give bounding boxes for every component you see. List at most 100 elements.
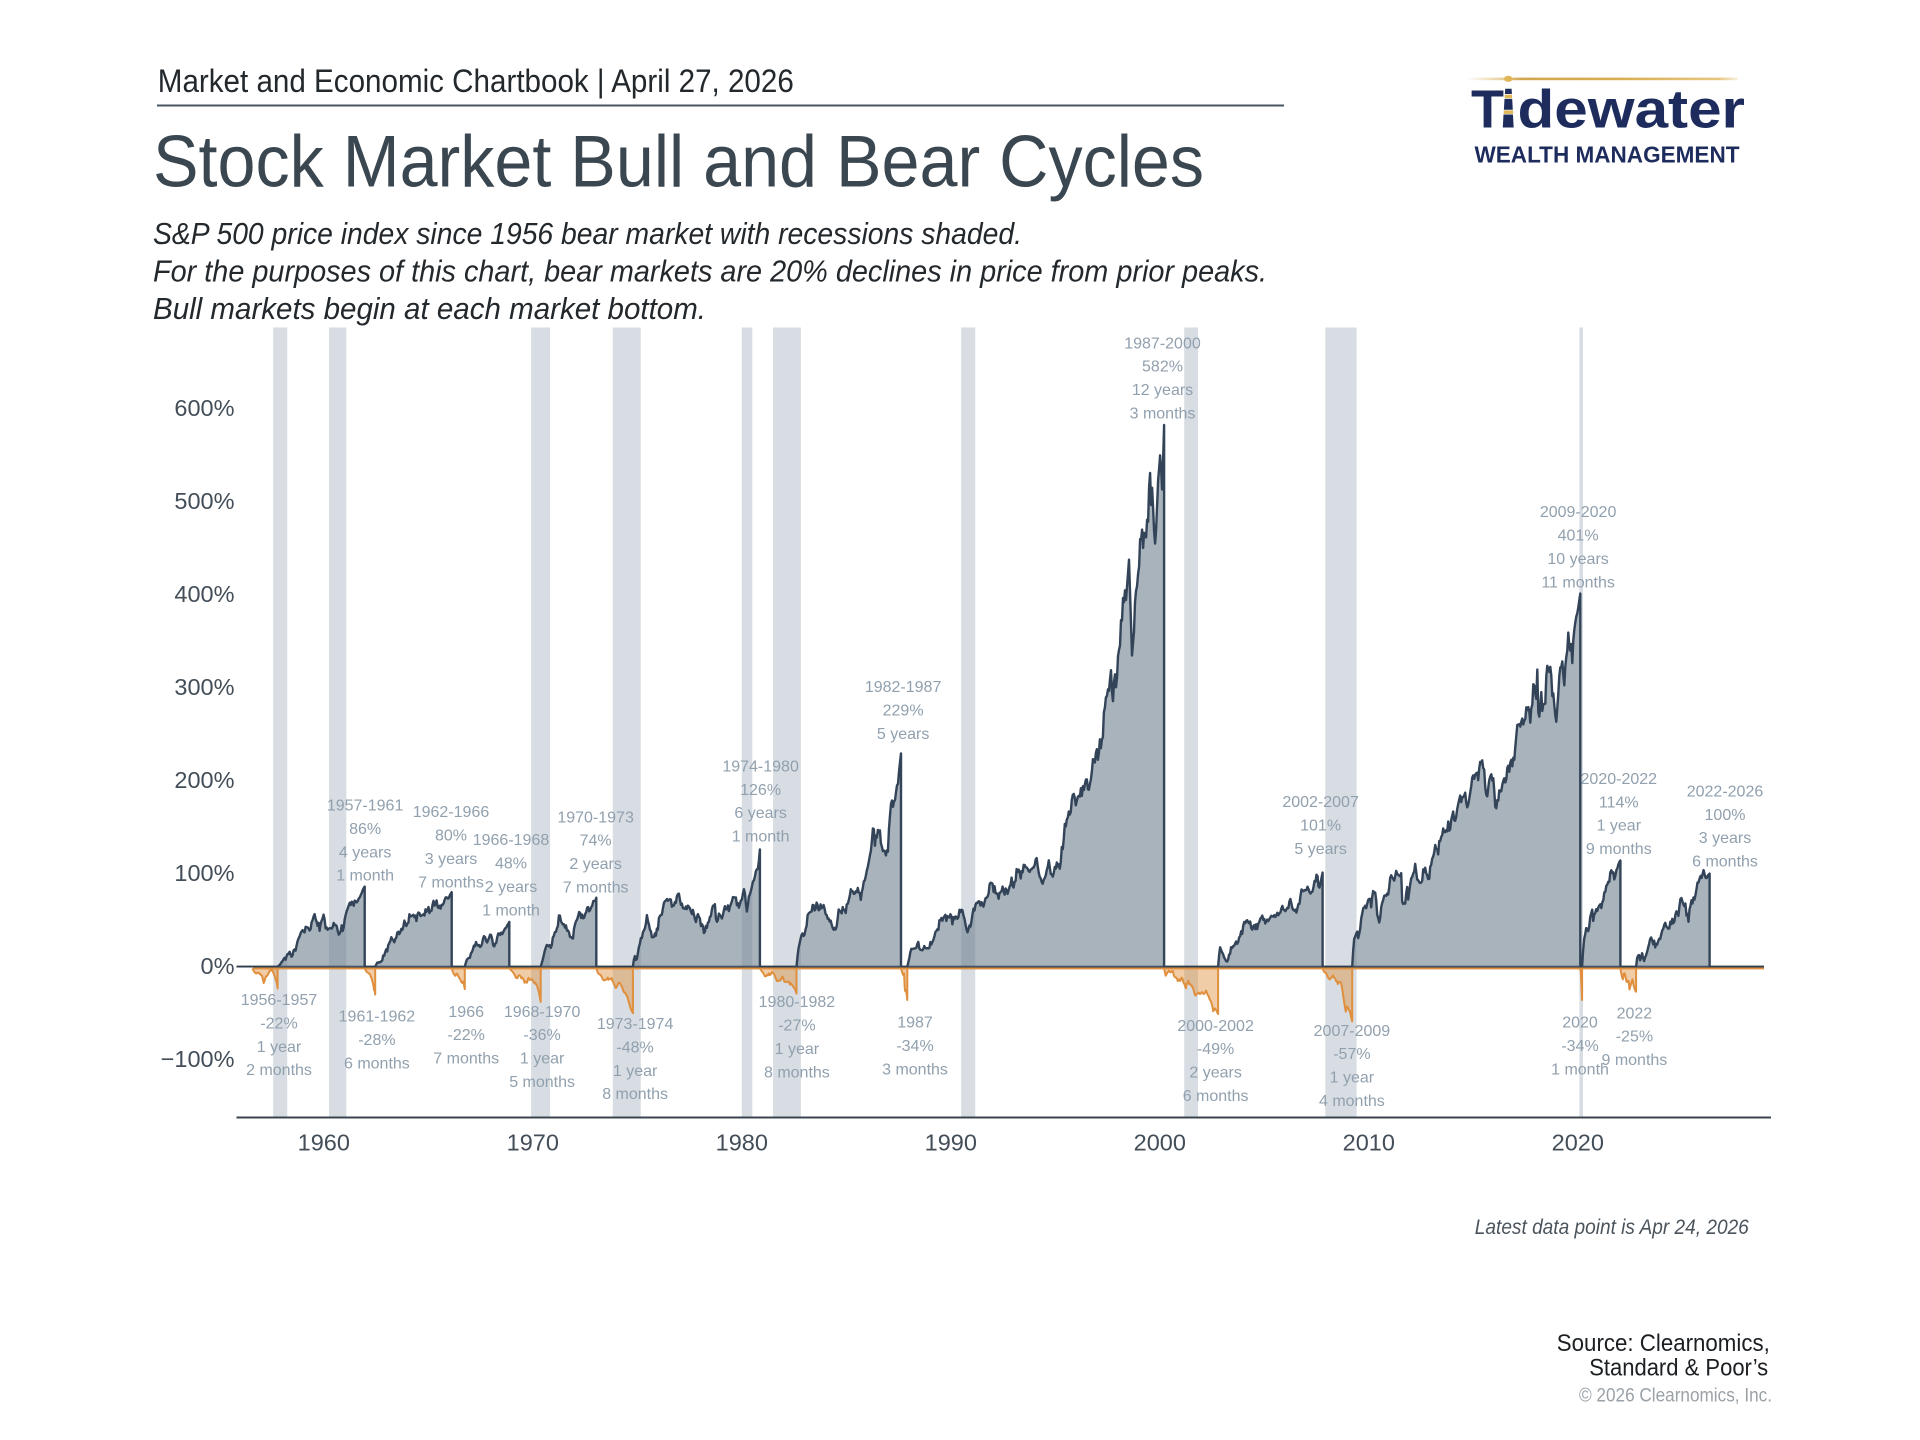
svg-text:2020: 2020 xyxy=(1552,1130,1604,1156)
svg-text:1 month: 1 month xyxy=(1551,1062,1609,1079)
svg-text:Stock Market Bull and Bear Cyc: Stock Market Bull and Bear Cycles xyxy=(153,122,1204,203)
svg-text:1987-2000: 1987-2000 xyxy=(1124,335,1201,352)
svg-text:80%: 80% xyxy=(435,828,467,845)
svg-text:Bull markets begin at each mar: Bull markets begin at each market bottom… xyxy=(153,291,706,326)
svg-text:8 months: 8 months xyxy=(602,1086,668,1103)
svg-text:114%: 114% xyxy=(1599,794,1639,811)
svg-text:1 year: 1 year xyxy=(1330,1070,1375,1087)
svg-text:-28%: -28% xyxy=(358,1032,395,1049)
svg-text:100%: 100% xyxy=(1705,807,1746,824)
svg-text:-34%: -34% xyxy=(896,1038,933,1055)
svg-text:1962-1966: 1962-1966 xyxy=(413,804,490,821)
svg-text:3 months: 3 months xyxy=(1130,406,1196,423)
svg-text:1973-1974: 1973-1974 xyxy=(597,1016,674,1033)
svg-text:0%: 0% xyxy=(201,953,235,979)
svg-text:-34%: -34% xyxy=(1561,1038,1598,1055)
svg-text:-57%: -57% xyxy=(1333,1046,1370,1063)
svg-text:401%: 401% xyxy=(1558,528,1599,545)
svg-text:-48%: -48% xyxy=(616,1039,653,1056)
svg-text:Standard & Poor’s: Standard & Poor’s xyxy=(1589,1354,1768,1381)
svg-text:9 months: 9 months xyxy=(1586,841,1652,858)
svg-text:6 years: 6 years xyxy=(734,805,786,822)
svg-text:S&P 500 price index since 1956: S&P 500 price index since 1956 bear mark… xyxy=(153,216,1022,251)
svg-text:300%: 300% xyxy=(174,674,234,700)
svg-text:8 months: 8 months xyxy=(764,1064,830,1081)
svg-text:2020: 2020 xyxy=(1562,1015,1598,1032)
svg-text:6 months: 6 months xyxy=(344,1056,410,1073)
svg-text:1970: 1970 xyxy=(507,1130,559,1156)
svg-text:12 years: 12 years xyxy=(1132,382,1193,399)
svg-text:-36%: -36% xyxy=(523,1027,560,1044)
svg-text:126%: 126% xyxy=(740,782,781,799)
svg-text:2000: 2000 xyxy=(1134,1130,1186,1156)
svg-text:400%: 400% xyxy=(174,581,234,607)
svg-text:2009-2020: 2009-2020 xyxy=(1540,504,1617,521)
svg-text:5 months: 5 months xyxy=(509,1074,575,1091)
svg-text:1987: 1987 xyxy=(897,1015,933,1032)
svg-text:2022-2026: 2022-2026 xyxy=(1687,783,1764,800)
svg-text:2020-2022: 2020-2022 xyxy=(1581,771,1658,788)
svg-text:6 months: 6 months xyxy=(1692,854,1758,871)
svg-text:1974-1980: 1974-1980 xyxy=(722,758,799,775)
svg-text:-22%: -22% xyxy=(448,1027,485,1044)
svg-text:WEALTH MANAGEMENT: WEALTH MANAGEMENT xyxy=(1475,142,1740,168)
svg-text:T: T xyxy=(1471,80,1504,140)
svg-text:3 months: 3 months xyxy=(882,1062,948,1079)
svg-text:1980-1982: 1980-1982 xyxy=(759,994,836,1011)
svg-text:600%: 600% xyxy=(174,395,234,421)
svg-text:© 2026 Clearnomics, Inc.: © 2026 Clearnomics, Inc. xyxy=(1579,1386,1772,1407)
svg-text:100%: 100% xyxy=(174,860,234,886)
svg-text:2007-2009: 2007-2009 xyxy=(1314,1023,1391,1040)
svg-text:For the purposes of this chart: For the purposes of this chart, bear mar… xyxy=(153,254,1267,289)
svg-text:4 years: 4 years xyxy=(339,844,391,861)
svg-text:Latest data point is Apr 24, 2: Latest data point is Apr 24, 2026 xyxy=(1475,1216,1749,1239)
svg-text:Source: Clearnomics,: Source: Clearnomics, xyxy=(1557,1330,1770,1357)
svg-text:3 years: 3 years xyxy=(425,851,477,868)
svg-text:2010: 2010 xyxy=(1343,1130,1395,1156)
svg-text:1 year: 1 year xyxy=(1597,818,1642,835)
svg-text:3 years: 3 years xyxy=(1699,830,1751,847)
svg-text:1980: 1980 xyxy=(716,1130,768,1156)
svg-text:1982-1987: 1982-1987 xyxy=(865,679,942,696)
svg-text:1956-1957: 1956-1957 xyxy=(241,992,318,1009)
svg-text:2002-2007: 2002-2007 xyxy=(1282,794,1359,811)
svg-text:2 months: 2 months xyxy=(246,1062,312,1079)
svg-text:11 months: 11 months xyxy=(1541,574,1615,591)
svg-text:7 months: 7 months xyxy=(418,874,484,891)
svg-text:2000-2002: 2000-2002 xyxy=(1177,1018,1254,1035)
svg-text:200%: 200% xyxy=(174,767,234,793)
svg-text:1970-1973: 1970-1973 xyxy=(557,809,634,826)
svg-text:74%: 74% xyxy=(580,833,612,850)
svg-text:5 years: 5 years xyxy=(1294,841,1346,858)
svg-text:500%: 500% xyxy=(174,488,234,514)
svg-text:5 years: 5 years xyxy=(877,726,929,743)
svg-text:1 year: 1 year xyxy=(613,1063,658,1080)
svg-text:1 year: 1 year xyxy=(257,1039,302,1056)
svg-text:7 months: 7 months xyxy=(563,880,629,897)
svg-text:1 year: 1 year xyxy=(520,1051,565,1068)
svg-text:1960: 1960 xyxy=(298,1130,350,1156)
svg-text:6 months: 6 months xyxy=(1183,1088,1249,1105)
svg-text:1968-1970: 1968-1970 xyxy=(504,1004,581,1021)
svg-text:9 months: 9 months xyxy=(1601,1052,1667,1069)
svg-text:-25%: -25% xyxy=(1616,1029,1653,1046)
svg-text:48%: 48% xyxy=(495,856,527,873)
svg-text:dewater: dewater xyxy=(1518,80,1746,140)
svg-text:1957-1961: 1957-1961 xyxy=(327,798,404,815)
svg-text:582%: 582% xyxy=(1142,359,1183,376)
svg-text:10 years: 10 years xyxy=(1547,551,1608,568)
svg-text:2 years: 2 years xyxy=(1189,1065,1241,1082)
svg-text:−100%: −100% xyxy=(161,1046,235,1072)
svg-text:1966-1968: 1966-1968 xyxy=(473,832,550,849)
svg-text:1966: 1966 xyxy=(448,1004,484,1021)
svg-text:Market and Economic Chartbook: Market and Economic Chartbook | April 27… xyxy=(158,63,794,99)
svg-text:1 month: 1 month xyxy=(336,868,394,885)
svg-text:1 month: 1 month xyxy=(732,829,790,846)
svg-text:1 month: 1 month xyxy=(482,902,540,919)
svg-text:-27%: -27% xyxy=(778,1018,815,1035)
svg-text:-22%: -22% xyxy=(260,1015,297,1032)
svg-text:2022: 2022 xyxy=(1617,1005,1653,1022)
svg-text:7 months: 7 months xyxy=(433,1051,499,1068)
svg-text:229%: 229% xyxy=(883,703,924,720)
svg-text:4 months: 4 months xyxy=(1319,1093,1385,1110)
